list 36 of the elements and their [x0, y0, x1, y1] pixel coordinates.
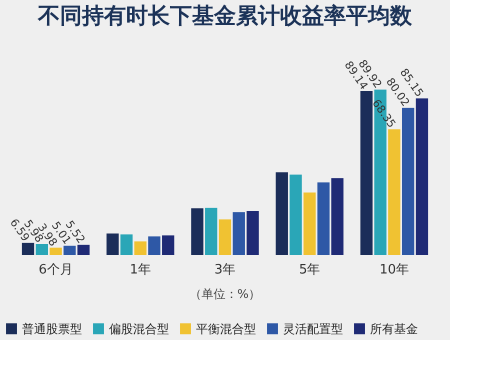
bar	[77, 244, 90, 255]
bar	[360, 91, 373, 255]
bar	[388, 129, 400, 255]
bar	[232, 212, 245, 255]
bar	[317, 182, 330, 255]
legend-label: 所有基金	[370, 322, 418, 336]
bar	[246, 211, 259, 255]
text: （单位：%）	[189, 287, 261, 301]
legend-label: 平衡混合型	[196, 322, 256, 336]
bar	[218, 219, 232, 255]
bar	[290, 174, 302, 255]
legend-label: 普通股票型	[22, 322, 82, 336]
bar	[402, 108, 414, 255]
bar	[331, 178, 344, 255]
x-tick-label: 5年	[298, 262, 320, 278]
legend-label: 灵活配置型	[283, 322, 343, 336]
chart-title: 不同持有时长下基金累计收益率平均数	[37, 3, 413, 29]
bar	[304, 192, 316, 255]
bar	[191, 208, 204, 255]
bar	[276, 172, 288, 255]
bar	[22, 242, 34, 255]
bar	[106, 233, 119, 255]
bar	[64, 246, 76, 255]
bar	[134, 241, 146, 255]
x-tick-label: 3年	[214, 262, 236, 278]
bar	[36, 244, 48, 255]
bar	[205, 208, 218, 255]
bar	[50, 248, 62, 255]
x-tick-label: 6个月	[38, 262, 73, 278]
x-tick-label: 10年	[379, 262, 410, 278]
legend-label: 偏股混合型	[109, 322, 169, 336]
x-tick-label: 1年	[130, 262, 152, 278]
bar	[148, 236, 160, 255]
bar	[120, 234, 133, 255]
bar	[416, 98, 428, 255]
bar	[162, 235, 174, 255]
